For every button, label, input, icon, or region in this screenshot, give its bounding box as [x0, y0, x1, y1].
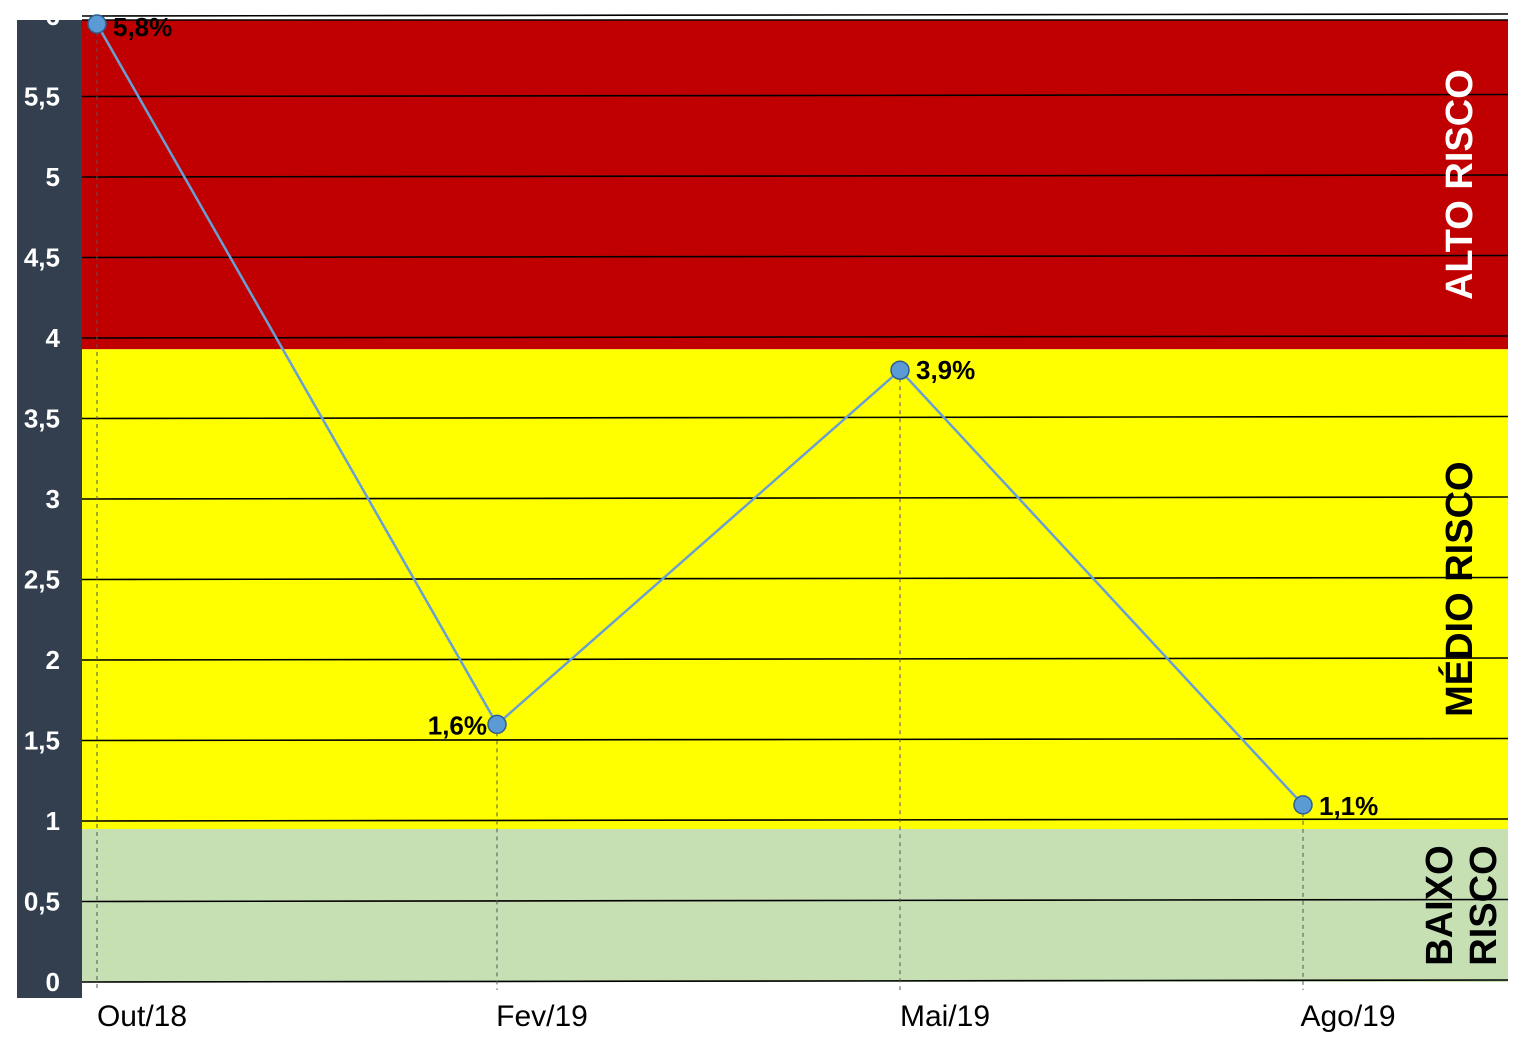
risk-zone-2: [82, 829, 1508, 982]
y-tick-label: 0,5: [24, 887, 60, 917]
data-point-2: [890, 360, 910, 380]
y-tick-label: 6: [46, 1, 60, 31]
y-tick-label: 0: [46, 967, 60, 997]
gridline-1: [81, 898, 1509, 903]
gridline-7: [81, 415, 1509, 420]
gridline-11: [81, 93, 1509, 98]
gridline-10: [81, 174, 1509, 178]
x-tick-label: Out/18: [97, 1000, 187, 1033]
data-point-0: [87, 14, 107, 34]
zone-label-2: RISCO: [1463, 845, 1505, 965]
data-point-1: [487, 714, 507, 735]
data-label: 1,1%: [1319, 791, 1378, 821]
zone-label-1: MÉDIO RISCO: [1437, 461, 1481, 716]
y-tick-label: 4: [46, 323, 61, 353]
risk-zone-1: [82, 349, 1508, 830]
gridline-6: [81, 496, 1509, 500]
y-tick-label: 1,5: [24, 726, 60, 756]
risk-zone-0: [82, 20, 1508, 350]
x-tick-label: Ago/19: [1300, 1000, 1395, 1033]
data-label: 1,6%: [428, 710, 487, 740]
gridline-9: [81, 254, 1509, 259]
y-tick-label: 4,5: [24, 243, 60, 273]
data-point-3: [1293, 795, 1313, 815]
gridline-3: [81, 737, 1509, 742]
series-line: [95, 23, 1304, 806]
y-axis-panel: [17, 20, 82, 998]
data-label: 5,8%: [113, 12, 172, 42]
y-tick-label: 3,5: [24, 404, 60, 434]
gridline-2: [81, 818, 1509, 822]
zone-label-0: ALTO RISCO: [1439, 69, 1481, 300]
gridline-5: [81, 576, 1509, 581]
x-tick-label: Fev/19: [496, 1000, 588, 1033]
y-tick-label: 2: [46, 645, 60, 675]
y-tick-label: 5,5: [24, 82, 60, 112]
y-tick-label: 2,5: [24, 565, 60, 595]
gridline-8: [81, 335, 1509, 339]
x-tick-label: Mai/19: [900, 1000, 990, 1033]
y-tick-label: 5: [46, 162, 60, 192]
gridline-4: [81, 657, 1509, 661]
gridline-0: [81, 979, 1509, 983]
y-tick-label: 3: [46, 484, 60, 514]
zone-label-2: BAIXO: [1419, 845, 1461, 965]
gridline-12: [81, 13, 1509, 17]
data-label: 3,9%: [916, 355, 975, 385]
y-tick-label: 1: [46, 806, 60, 836]
